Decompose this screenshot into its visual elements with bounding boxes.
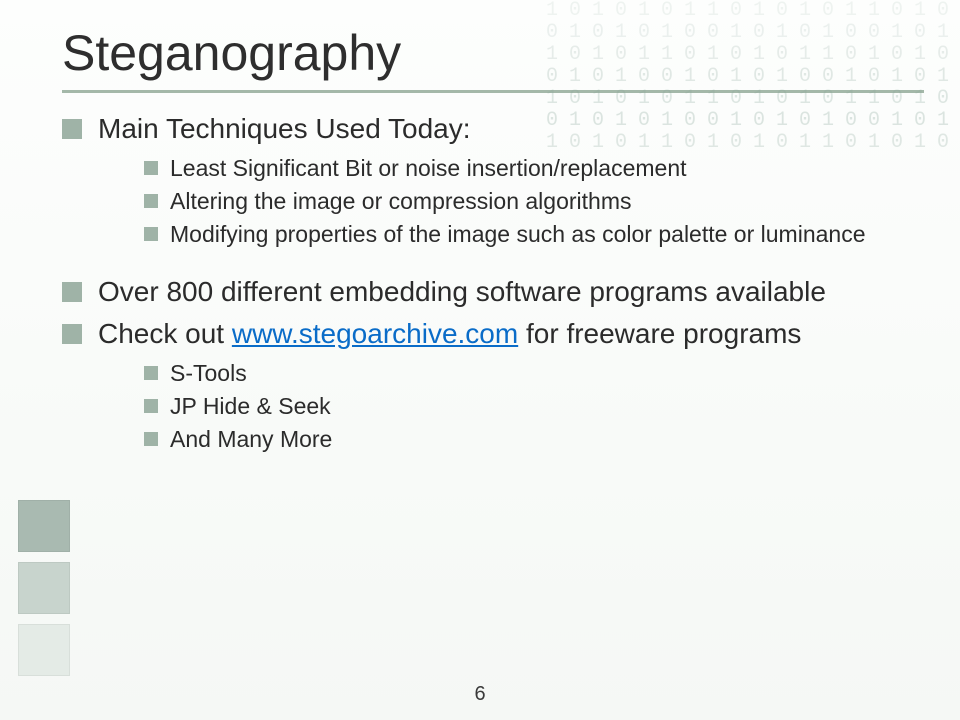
slide: 101010110101011010 010101001010100101 10… bbox=[0, 0, 960, 720]
slide-body: Main Techniques Used Today: Least Signif… bbox=[0, 93, 960, 454]
bullet-level1: Over 800 different embedding software pr… bbox=[62, 274, 924, 310]
square-bullet-icon bbox=[144, 366, 158, 380]
bullet-level2: S-Tools bbox=[144, 358, 924, 388]
bullet-level1: Check out www.stegoarchive.com for freew… bbox=[62, 316, 924, 352]
square-bullet-icon bbox=[144, 194, 158, 208]
bullet-level2: Modifying properties of the image such a… bbox=[144, 219, 924, 249]
bullet-text: Least Significant Bit or noise insertion… bbox=[170, 153, 687, 183]
page-number: 6 bbox=[0, 683, 960, 706]
bullet-text: JP Hide & Seek bbox=[170, 391, 331, 421]
bullet-text: Modifying properties of the image such a… bbox=[170, 219, 865, 249]
bullet-text: Over 800 different embedding software pr… bbox=[98, 274, 826, 310]
deco-square-icon bbox=[18, 624, 70, 676]
bullet-level2: And Many More bbox=[144, 424, 924, 454]
bullet-text: Check out www.stegoarchive.com for freew… bbox=[98, 316, 801, 352]
bullet-text: Main Techniques Used Today: bbox=[98, 111, 471, 147]
square-bullet-icon bbox=[144, 227, 158, 241]
square-bullet-icon bbox=[144, 161, 158, 175]
bullet-level1: Main Techniques Used Today: bbox=[62, 111, 924, 147]
square-bullet-icon bbox=[62, 324, 82, 344]
decorative-squares bbox=[18, 490, 70, 676]
square-bullet-icon bbox=[144, 432, 158, 446]
slide-title: Steganography bbox=[0, 0, 960, 90]
bullet-level2: JP Hide & Seek bbox=[144, 391, 924, 421]
square-bullet-icon bbox=[144, 399, 158, 413]
deco-square-icon bbox=[18, 562, 70, 614]
text-before-link: Check out bbox=[98, 318, 232, 349]
stegoarchive-link[interactable]: www.stegoarchive.com bbox=[232, 318, 518, 349]
bullet-text: S-Tools bbox=[170, 358, 247, 388]
square-bullet-icon bbox=[62, 282, 82, 302]
text-after-link: for freeware programs bbox=[518, 318, 801, 349]
square-bullet-icon bbox=[62, 119, 82, 139]
bullet-text: And Many More bbox=[170, 424, 332, 454]
bullet-level2: Least Significant Bit or noise insertion… bbox=[144, 153, 924, 183]
deco-square-icon bbox=[18, 500, 70, 552]
bullet-text: Altering the image or compression algori… bbox=[170, 186, 631, 216]
bullet-level2: Altering the image or compression algori… bbox=[144, 186, 924, 216]
